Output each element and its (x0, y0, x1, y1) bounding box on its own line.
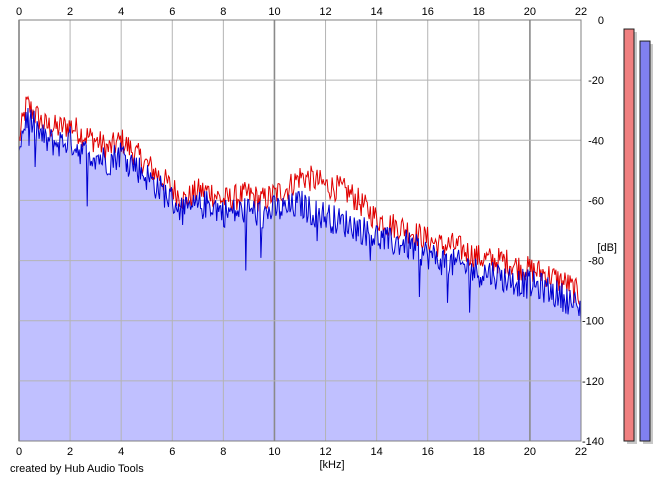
x-tick-label-bottom: 6 (169, 446, 175, 458)
x-tick-label-bottom: 0 (16, 446, 22, 458)
x-tick-label-bottom: 10 (268, 446, 280, 458)
plot-border (18, 19, 582, 442)
x-axis-label: [kHz] (319, 459, 344, 471)
x-tick-label-bottom: 12 (319, 446, 331, 458)
x-tick-label-top: 14 (371, 6, 383, 18)
x-tick-label-top: 18 (473, 6, 485, 18)
x-tick-label-top: 10 (268, 6, 280, 18)
x-tick-label-bottom: 16 (422, 446, 434, 458)
x-tick-label-bottom: 2 (67, 446, 73, 458)
y-tick-label: -120 (582, 376, 604, 388)
x-tick-label-top: 0 (16, 6, 22, 18)
y-tick-label: -100 (582, 316, 604, 328)
x-tick-label-top: 22 (575, 6, 587, 18)
x-tick-label-top: 20 (524, 6, 536, 18)
x-tick-label-bottom: 20 (524, 446, 536, 458)
y-tick-label: -80 (588, 256, 604, 268)
x-tick-label-top: 8 (220, 6, 226, 18)
credit-text: created by Hub Audio Tools (10, 463, 144, 475)
x-tick-label-top: 2 (67, 6, 73, 18)
x-tick-label-bottom: 8 (220, 446, 226, 458)
right-level-meter (639, 40, 651, 442)
y-tick-label: -20 (588, 75, 604, 87)
x-tick-label-top: 4 (118, 6, 124, 18)
x-tick-label-bottom: 18 (473, 446, 485, 458)
spectrum-fill (19, 108, 581, 441)
y-tick-label: -60 (588, 195, 604, 207)
y-tick-label: -140 (582, 436, 604, 448)
y-tick-label: -40 (588, 135, 604, 147)
y-tick-label: 0 (598, 15, 604, 27)
left-channel-line (18, 95, 582, 306)
x-tick-label-top: 6 (169, 6, 175, 18)
left-level-meter (623, 28, 635, 442)
x-tick-label-bottom: 14 (371, 446, 383, 458)
right-channel-line (18, 107, 582, 324)
y-axis-label: [dB] (597, 242, 617, 254)
x-tick-label-top: 12 (319, 6, 331, 18)
x-tick-label-bottom: 4 (118, 446, 124, 458)
x-tick-label-top: 16 (422, 6, 434, 18)
x-tick-label-bottom: 22 (575, 446, 587, 458)
